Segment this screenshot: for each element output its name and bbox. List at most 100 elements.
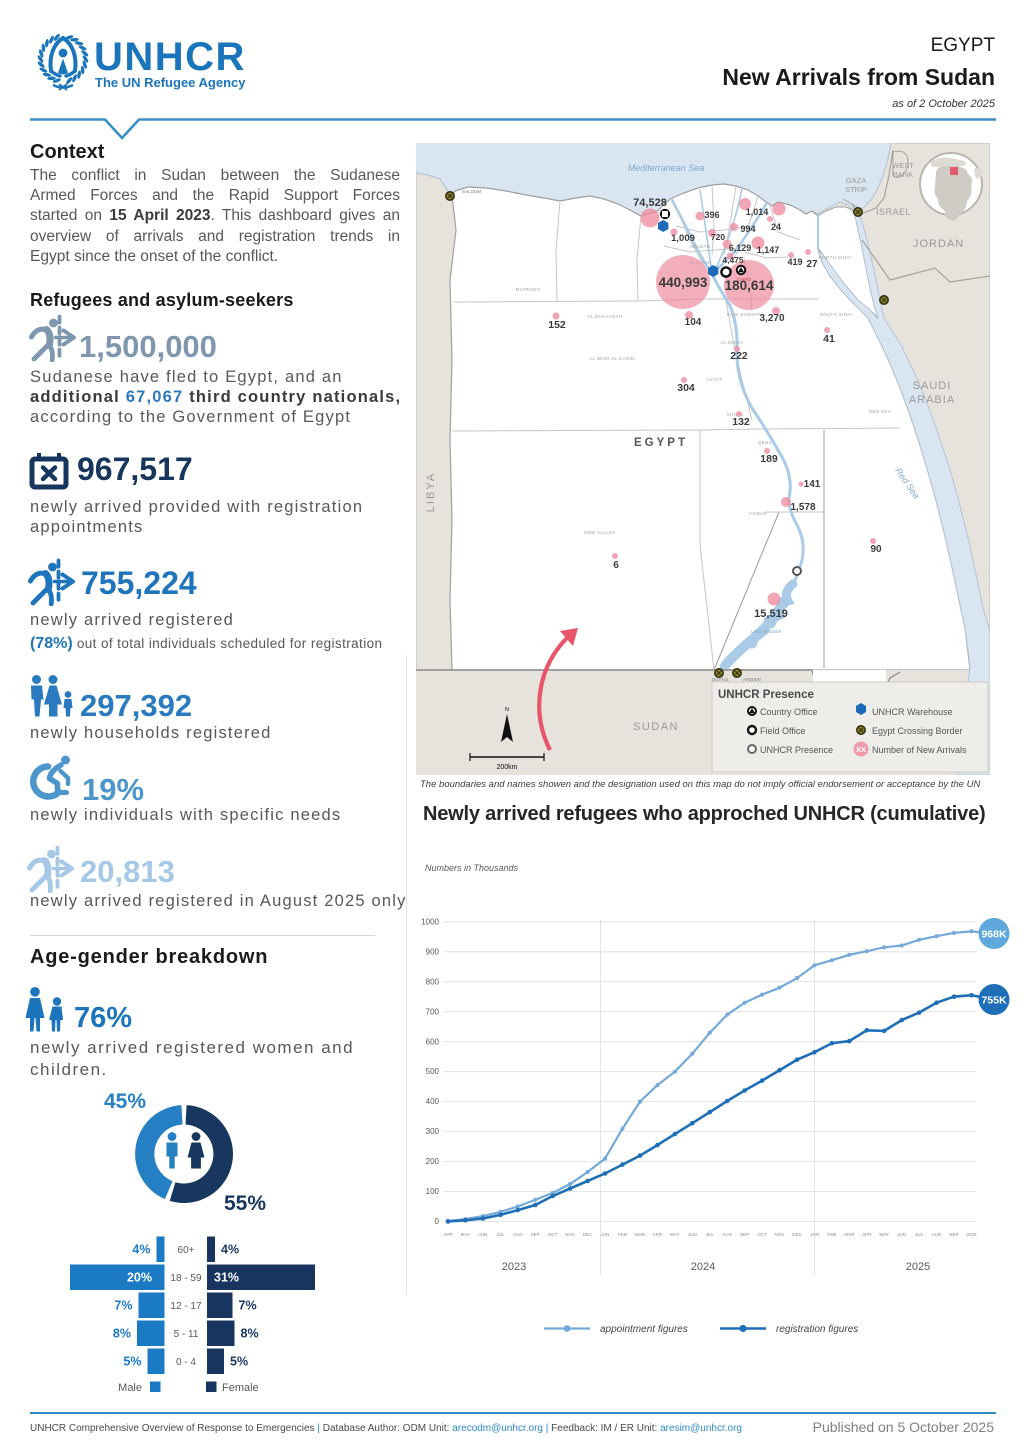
svg-text:CAIRO: CAIRO [737,277,752,282]
svg-text:440,993: 440,993 [659,275,708,290]
svg-text:700: 700 [426,1007,440,1016]
svg-text:JUL: JUL [706,1232,715,1237]
svg-text:NOV: NOV [565,1232,576,1237]
svg-text:ARABIA: ARABIA [909,394,955,406]
svg-text:MAR: MAR [635,1232,646,1237]
svg-text:JUN: JUN [688,1232,697,1237]
svg-text:ISRAEL: ISRAEL [876,207,911,217]
svg-text:2025: 2025 [906,1261,930,1273]
svg-text:396: 396 [704,210,719,220]
svg-text:MAY: MAY [879,1232,889,1237]
svg-text:994: 994 [740,224,755,234]
svg-text:8%: 8% [241,1327,259,1341]
svg-text:132: 132 [732,416,750,428]
svg-text:189: 189 [760,453,778,465]
svg-text:SALOUM: SALOUM [462,189,481,194]
svg-text:180,614: 180,614 [725,278,774,293]
svg-text:UNHCR Warehouse: UNHCR Warehouse [872,707,953,717]
svg-text:JUL: JUL [915,1232,924,1237]
svg-text:SEP: SEP [949,1232,958,1237]
svg-text:2023: 2023 [502,1261,526,1273]
svg-text:JUL: JUL [496,1232,505,1237]
svg-text:4%: 4% [132,1243,150,1257]
svg-text:18 - 59: 18 - 59 [170,1273,202,1284]
svg-text:HELWAN: HELWAN [690,244,711,249]
svg-text:AL WADI AL GADID: AL WADI AL GADID [589,356,634,361]
svg-text:DEC: DEC [583,1232,593,1237]
svg-text:ASWAN: ASWAN [749,511,767,516]
svg-text:registration figures: registration figures [776,1324,858,1335]
svg-text:4,475: 4,475 [722,255,744,265]
svg-text:24: 24 [771,222,781,232]
svg-text:74,528: 74,528 [633,197,667,209]
svg-text:BANI SUWAYF: BANI SUWAYF [727,312,761,317]
svg-text:NORTH SINAI: NORTH SINAI [819,255,852,260]
svg-text:8%: 8% [113,1327,131,1341]
svg-text:100: 100 [426,1187,440,1196]
svg-text:41: 41 [823,333,835,345]
svg-text:DEC: DEC [792,1232,802,1237]
svg-text:MAR: MAR [844,1232,855,1237]
svg-text:WEST: WEST [892,161,914,170]
svg-text:JUN: JUN [897,1232,906,1237]
svg-text:LAKE NASSER: LAKE NASSER [751,629,782,634]
svg-text:Country Office: Country Office [760,707,817,717]
svg-text:7%: 7% [239,1299,257,1313]
svg-text:1,014: 1,014 [746,207,769,217]
svg-text:RED SEA: RED SEA [869,409,891,414]
svg-text:AUG: AUG [932,1232,942,1237]
svg-text:AUG: AUG [722,1232,732,1237]
svg-text:5%: 5% [230,1355,248,1369]
svg-text:5 - 11: 5 - 11 [174,1329,199,1340]
svg-text:222: 222 [730,350,748,362]
svg-text:55%: 55% [224,1192,266,1215]
svg-text:31%: 31% [214,1271,239,1285]
svg-text:12 - 17: 12 - 17 [170,1301,202,1312]
svg-text:720: 720 [711,232,725,242]
svg-text:QUSTUL: QUSTUL [712,677,730,682]
svg-text:QENA: QENA [758,440,772,445]
svg-text:60+: 60+ [178,1245,195,1256]
svg-text:FEB: FEB [618,1232,627,1237]
svg-text:1000: 1000 [421,917,439,926]
svg-text:300: 300 [426,1127,440,1136]
svg-text:SEP: SEP [531,1232,540,1237]
svg-text:755K: 755K [981,995,1007,1007]
svg-text:0: 0 [435,1217,440,1226]
svg-text:7%: 7% [114,1299,132,1313]
svg-text:EGYPT: EGYPT [634,437,688,449]
svg-text:NEW VALLEY: NEW VALLEY [584,530,616,535]
svg-text:152: 152 [548,319,566,331]
svg-text:0 - 4: 0 - 4 [176,1357,196,1368]
svg-text:MATROUH: MATROUH [516,287,541,292]
svg-text:JUN: JUN [478,1232,487,1237]
svg-text:The UN Refugee Agency: The UN Refugee Agency [95,75,246,90]
svg-text:Field Office: Field Office [760,726,805,736]
svg-text:968K: 968K [981,929,1007,941]
svg-text:UNHCR: UNHCR [94,35,246,79]
svg-text:GAZA: GAZA [846,176,866,185]
svg-text:Number of New Arrivals: Number of New Arrivals [872,745,967,755]
svg-text:104: 104 [685,317,702,328]
svg-text:1,147: 1,147 [757,245,780,255]
svg-text:1,009: 1,009 [671,233,695,244]
svg-text:AL MINYA: AL MINYA [720,340,743,345]
svg-text:15,519: 15,519 [754,608,788,620]
svg-text:500: 500 [426,1067,440,1076]
svg-text:MAY: MAY [461,1232,471,1237]
svg-text:2024: 2024 [691,1261,715,1273]
svg-text:141: 141 [804,479,821,490]
svg-text:ASYUT: ASYUT [706,377,723,382]
svg-text:20%: 20% [127,1271,152,1285]
svg-text:Male: Male [118,1382,142,1394]
svg-text:2025: 2025 [966,1232,977,1237]
svg-text:Mediterranean Sea: Mediterranean Sea [628,163,705,173]
svg-text:APR: APR [862,1232,872,1237]
svg-text:JAN: JAN [601,1232,610,1237]
svg-text:appointment figures: appointment figures [600,1324,688,1335]
svg-text:MAY: MAY [670,1232,680,1237]
svg-text:AL BUHAYRAH: AL BUHAYRAH [588,314,623,319]
svg-text:APR: APR [443,1232,453,1237]
svg-text:SOUTH SINAI: SOUTH SINAI [820,312,852,317]
svg-text:AUG: AUG [513,1232,523,1237]
